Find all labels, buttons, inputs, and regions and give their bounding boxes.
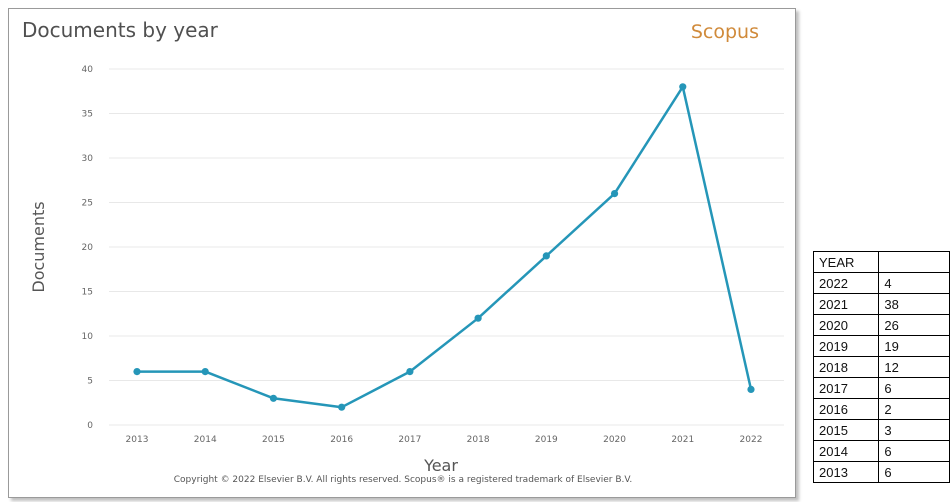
document-count-cell: 6 [878,440,950,462]
y-tick-label: 5 [87,377,93,387]
document-count-cell: 4 [878,272,950,294]
y-tick-label: 20 [82,243,94,253]
table-row: 2022 4 [812,272,950,294]
document-count-cell: 2 [878,398,950,420]
x-tick-label: 2021 [671,435,694,445]
y-tick-labels: 0 5 10 15 20 25 30 35 40 [82,65,94,431]
year-cell: 2016 [812,398,880,420]
document-count-cell: 6 [878,377,950,399]
data-point[interactable] [474,314,482,322]
y-tick-label: 35 [82,110,93,120]
table-row: 2019 19 [812,335,950,357]
scopus-logo: Scopus [690,21,759,43]
table-row: 2020 26 [812,314,950,336]
table-header-empty [878,251,950,273]
y-axis-label: Documents [29,201,48,292]
x-tick-label: 2019 [535,435,558,445]
document-count-cell: 3 [878,419,950,441]
data-point[interactable] [406,368,414,376]
x-tick-label: 2013 [126,435,149,445]
document-count-cell: 6 [878,461,950,483]
copyright-notice: Copyright © 2022 Elsevier B.V. All right… [173,475,633,485]
year-cell: 2021 [812,293,880,315]
chart-panel: Documents by year Scopus 0 5 10 15 20 25 30 35 4… [8,8,796,498]
year-cell: 2014 [812,440,880,462]
data-point[interactable] [133,368,141,376]
y-tick-label: 40 [82,65,94,75]
data-point[interactable] [338,403,346,411]
x-tick-label: 2022 [740,435,763,445]
series-layer [133,83,755,411]
table-body: 2022 4 2021 38 2020 26 2019 19 2018 12 2017 6 2016 2 2… [812,272,950,483]
document-count-cell: 12 [878,356,950,378]
x-tick-label: 2018 [467,435,490,445]
y-tick-label: 15 [82,288,93,298]
document-count-cell: 38 [878,293,950,315]
data-point[interactable] [679,83,687,91]
document-count-cell: 26 [878,314,950,336]
x-axis-label: Year [423,456,458,475]
document-count-cell: 19 [878,335,950,357]
table-row: 2021 38 [812,293,950,315]
data-point[interactable] [610,190,619,198]
table-row: 2018 12 [812,356,950,378]
year-cell: 2018 [812,356,880,378]
table-header-row: YEAR [812,251,950,273]
x-tick-label: 2017 [398,435,421,445]
table-row: 2013 6 [812,461,950,483]
year-cell: 2019 [812,335,880,357]
data-point[interactable] [269,394,278,402]
year-cell: 2020 [812,314,880,336]
data-point[interactable] [747,385,755,393]
chart-title: Documents by year [22,18,218,42]
x-tick-label: 2014 [194,435,217,445]
x-tick-label: 2016 [330,435,353,445]
year-cell: 2015 [812,419,880,441]
data-point[interactable] [542,252,550,260]
year-cell: 2017 [812,377,880,399]
series-line [137,85,753,409]
year-cell: 2022 [812,272,880,294]
y-tick-label: 25 [82,199,93,209]
y-tick-label: 10 [82,332,94,342]
x-tick-labels: 2013 2014 2015 2016 2017 2018 2019 2020 2021 2022 [126,435,763,445]
data-point[interactable] [201,368,209,376]
x-tick-label: 2015 [262,435,285,445]
table-row: 2016 2 [812,398,950,420]
y-tick-label: 0 [87,421,93,431]
table-row: 2015 3 [812,419,950,441]
x-tick-label: 2020 [603,435,626,445]
y-tick-label: 30 [82,154,94,164]
table-row: 2014 6 [812,440,950,462]
table-header-year: YEAR [812,251,880,273]
grid-layer [109,68,784,426]
documents-by-year-table: YEAR 2022 4 2021 38 2020 26 2019 19 2018 12 2017 6 2… [812,251,950,483]
table-row: 2017 6 [812,377,950,399]
year-cell: 2013 [812,461,880,483]
